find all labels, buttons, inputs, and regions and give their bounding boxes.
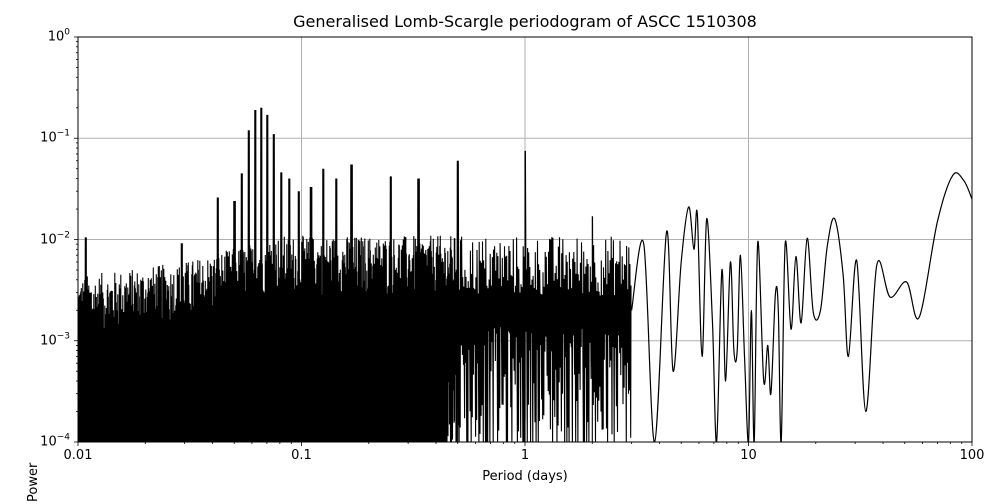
y-tick-label: 10−4 bbox=[40, 432, 70, 450]
chart-title: Generalised Lomb-Scargle periodogram of … bbox=[293, 12, 757, 31]
y-tick-label: 10−2 bbox=[40, 230, 70, 247]
x-tick-label: 10 bbox=[740, 448, 757, 463]
periodogram-smooth-line bbox=[631, 172, 972, 442]
x-tick-label: 0.1 bbox=[291, 448, 312, 463]
x-tick-label: 0.01 bbox=[63, 448, 93, 463]
periodogram-dense-line bbox=[78, 107, 632, 442]
y-axis-label: Power bbox=[26, 462, 41, 502]
x-tick-label: 100 bbox=[959, 448, 985, 463]
y-tick-label: 10−1 bbox=[40, 128, 70, 146]
x-tick-label: 1 bbox=[520, 448, 530, 463]
y-tick-label: 10−3 bbox=[40, 331, 70, 349]
x-axis-label: Period (days) bbox=[482, 469, 568, 484]
y-tick-label: 100 bbox=[47, 27, 70, 45]
